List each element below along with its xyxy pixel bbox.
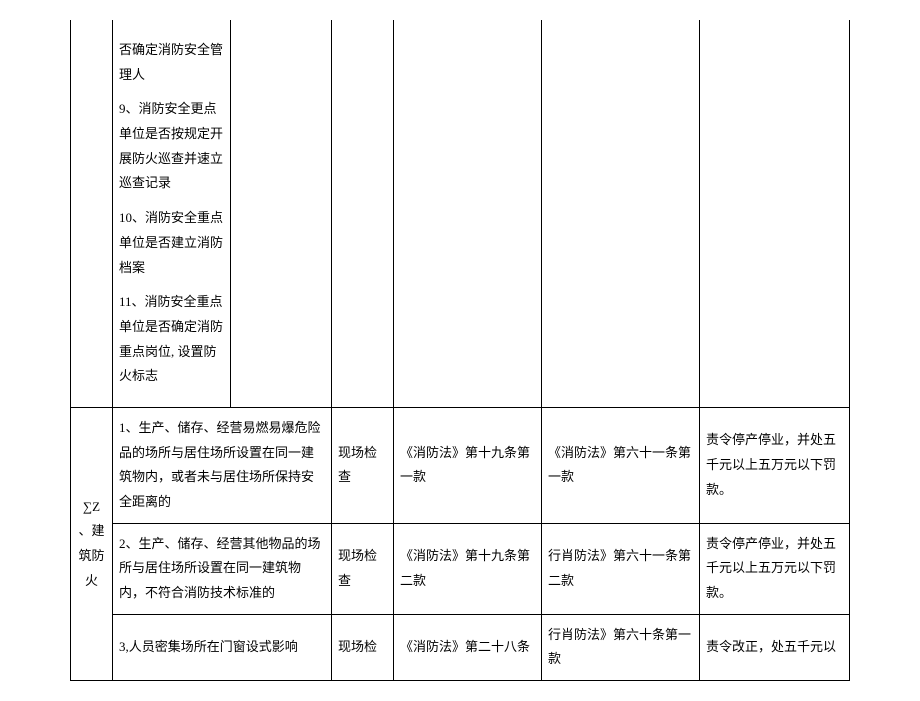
- desc-cell-2: 3,人员密集场所在门窗设式影响: [113, 614, 332, 680]
- top-item-0: 否确定消防安全管理人: [119, 38, 224, 87]
- top-empty-4: [542, 20, 700, 407]
- law1-cell-0: 《消防法》第十九条第一款: [394, 407, 542, 523]
- method-cell-2: 现场检: [332, 614, 394, 680]
- law2-cell-0: 《消防法》第六十一条第一款: [542, 407, 700, 523]
- top-empty-1: [231, 20, 332, 407]
- top-empty-5: [700, 20, 850, 407]
- penalty-cell-1: 责令停产停业，并处五千元以上五万元以下罚款。: [700, 523, 850, 614]
- desc-cell-1: 2、生产、储存、经营其他物品的场所与居住场所设置在同一建筑物内，不符合消防技术标…: [113, 523, 332, 614]
- top-item-1: 9、消防安全更点单位是否按规定开展防火巡查并速立巡查记录: [119, 97, 224, 196]
- law1-cell-2: 《消防法》第二十八条: [394, 614, 542, 680]
- law1-cell-1: 《消防法》第十九条第二款: [394, 523, 542, 614]
- table-row: 3,人员密集场所在门窗设式影响 现场检 《消防法》第二十八条 行肖防法》第六十条…: [71, 614, 850, 680]
- top-items-cell: 否确定消防安全管理人 9、消防安全更点单位是否按规定开展防火巡查并速立巡查记录 …: [113, 20, 231, 407]
- top-empty-cat: [71, 20, 113, 407]
- main-table: 否确定消防安全管理人 9、消防安全更点单位是否按规定开展防火巡查并速立巡查记录 …: [70, 20, 850, 681]
- method-cell-1: 现场检查: [332, 523, 394, 614]
- category-cell: ∑Z、建筑防火: [71, 407, 113, 680]
- penalty-cell-2: 责令改正，处五千元以: [700, 614, 850, 680]
- method-cell-0: 现场检查: [332, 407, 394, 523]
- top-item-2: 10、消防安全重点单位是否建立消防档案: [119, 206, 224, 280]
- top-empty-3: [394, 20, 542, 407]
- law2-cell-2: 行肖防法》第六十条第一款: [542, 614, 700, 680]
- top-continuation-row: 否确定消防安全管理人 9、消防安全更点单位是否按规定开展防火巡查并速立巡查记录 …: [71, 20, 850, 407]
- top-empty-2: [332, 20, 394, 407]
- table-row: ∑Z、建筑防火 1、生产、储存、经营易燃易爆危险品的场所与居住场所设置在同一建筑…: [71, 407, 850, 523]
- top-item-3: 11、消防安全重点单位是否确定消防重点岗位, 设置防火标志: [119, 290, 224, 389]
- desc-cell-0: 1、生产、储存、经营易燃易爆危险品的场所与居住场所设置在同一建筑物内，或者未与居…: [113, 407, 332, 523]
- penalty-cell-0: 责令停产停业，并处五千元以上五万元以下罚款。: [700, 407, 850, 523]
- table-row: 2、生产、储存、经营其他物品的场所与居住场所设置在同一建筑物内，不符合消防技术标…: [71, 523, 850, 614]
- law2-cell-1: 行肖防法》第六十一条第二款: [542, 523, 700, 614]
